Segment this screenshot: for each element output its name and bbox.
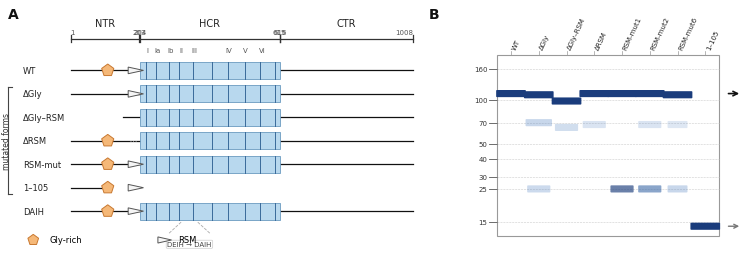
Polygon shape	[128, 208, 143, 215]
Polygon shape	[102, 205, 114, 216]
Bar	[139, 156, 280, 173]
Text: DEIH → DAIH: DEIH → DAIH	[167, 241, 211, 247]
Text: 616: 616	[273, 29, 286, 36]
Bar	[139, 86, 280, 103]
FancyBboxPatch shape	[668, 121, 688, 129]
Text: CTR: CTR	[337, 19, 356, 29]
FancyBboxPatch shape	[525, 120, 552, 127]
Text: ΔRSM: ΔRSM	[23, 137, 47, 146]
Text: 25: 25	[479, 186, 487, 192]
Text: RSM-mut2: RSM-mut2	[650, 16, 671, 51]
Text: RSM: RSM	[178, 235, 196, 245]
Polygon shape	[128, 185, 143, 191]
Polygon shape	[102, 158, 114, 170]
Text: 50: 50	[479, 142, 487, 148]
Text: VI: VI	[259, 47, 266, 54]
Bar	[139, 63, 280, 80]
Text: ΔGly–RSM: ΔGly–RSM	[567, 17, 587, 51]
Text: 30: 30	[479, 174, 487, 181]
FancyBboxPatch shape	[668, 186, 688, 193]
Text: RSM-mut1: RSM-mut1	[622, 16, 643, 51]
Text: ΔGly: ΔGly	[23, 90, 42, 99]
Polygon shape	[128, 68, 143, 74]
Text: 1: 1	[70, 29, 75, 36]
Text: B: B	[429, 8, 439, 22]
Bar	[139, 203, 280, 220]
FancyBboxPatch shape	[524, 92, 554, 99]
Text: 70: 70	[479, 120, 487, 126]
FancyBboxPatch shape	[607, 91, 637, 98]
Text: 204: 204	[133, 29, 146, 36]
Text: A: A	[8, 8, 19, 22]
Text: ΔGly: ΔGly	[539, 34, 551, 51]
Text: Ia: Ia	[154, 47, 160, 54]
Polygon shape	[128, 161, 143, 168]
FancyBboxPatch shape	[555, 124, 578, 132]
Text: Ib: Ib	[168, 47, 174, 54]
Text: ΔGly–RSM: ΔGly–RSM	[23, 113, 65, 122]
FancyBboxPatch shape	[638, 121, 661, 129]
Text: HCR: HCR	[199, 19, 220, 29]
Text: II: II	[179, 47, 183, 54]
Polygon shape	[128, 91, 143, 98]
Polygon shape	[158, 237, 171, 243]
FancyBboxPatch shape	[527, 186, 551, 193]
Text: 203: 203	[133, 29, 146, 36]
FancyBboxPatch shape	[611, 186, 634, 193]
Text: 15: 15	[479, 219, 487, 225]
Text: I: I	[146, 47, 148, 54]
FancyBboxPatch shape	[496, 91, 526, 98]
FancyBboxPatch shape	[663, 92, 692, 99]
Text: V: V	[243, 47, 248, 54]
FancyBboxPatch shape	[690, 223, 720, 230]
Text: NTR: NTR	[95, 19, 115, 29]
Text: RSM-mut: RSM-mut	[23, 160, 61, 169]
Polygon shape	[102, 182, 114, 193]
Text: ΔRSM: ΔRSM	[594, 30, 608, 51]
Bar	[139, 109, 280, 126]
Text: 615: 615	[273, 29, 286, 36]
Polygon shape	[28, 234, 39, 245]
Text: 1–105: 1–105	[23, 183, 48, 193]
Text: IV: IV	[226, 47, 232, 54]
Text: III: III	[191, 47, 197, 54]
Text: WT: WT	[511, 38, 521, 51]
Polygon shape	[102, 135, 114, 146]
Bar	[497, 56, 719, 236]
Text: WT: WT	[23, 67, 36, 76]
Text: RSM-mut6: RSM-mut6	[677, 16, 698, 51]
Text: 100: 100	[474, 97, 487, 103]
FancyBboxPatch shape	[580, 91, 609, 98]
Text: 40: 40	[479, 156, 487, 162]
FancyBboxPatch shape	[638, 186, 661, 193]
Text: 160: 160	[474, 67, 487, 73]
FancyBboxPatch shape	[635, 91, 665, 98]
Text: 1–105: 1–105	[705, 29, 720, 51]
Text: Gly-rich: Gly-rich	[50, 235, 82, 245]
FancyBboxPatch shape	[551, 98, 582, 105]
FancyBboxPatch shape	[582, 121, 606, 129]
Text: mutated forms: mutated forms	[1, 113, 10, 170]
Bar	[139, 133, 280, 150]
Text: 1008: 1008	[395, 29, 413, 36]
Polygon shape	[102, 65, 114, 76]
Text: DAIH: DAIH	[23, 207, 44, 216]
